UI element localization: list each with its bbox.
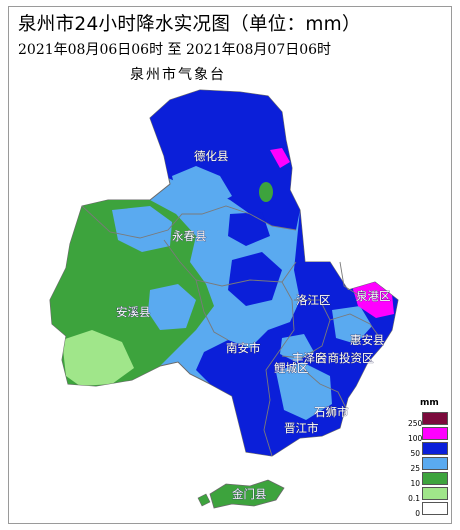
legend-label: 10 [410, 479, 420, 488]
label-taishang: 台商投资区 [316, 351, 374, 365]
legend-unit: mm [420, 398, 439, 408]
legend-swatch [422, 502, 448, 515]
label-licheng: 鲤城区 [274, 361, 309, 375]
label-dehua: 德化县 [194, 149, 229, 163]
zone-heavy-east [196, 210, 398, 456]
label-huian: 惠安县 [350, 333, 385, 347]
jinmen-island [209, 479, 285, 509]
legend-swatch [422, 442, 448, 455]
map-title: 泉州市24小时降水实况图（单位：mm） [18, 14, 361, 35]
legend-label: 250 [408, 419, 423, 428]
label-jinmen: 金门县 [232, 487, 267, 501]
legend-label: 100 [408, 434, 423, 443]
zone-moderate-huian [332, 306, 372, 344]
legend-label: 25 [410, 464, 420, 473]
zone-heavy-yongchun [228, 212, 270, 246]
issuer: 泉州市气象台 [130, 67, 226, 83]
zone-light-southwest [62, 330, 134, 386]
label-nanan: 南安市 [226, 341, 261, 355]
label-shishi: 石狮市 [314, 405, 349, 419]
zone-moderate-jinjiang [276, 362, 332, 420]
label-fengze: 丰泽区 [292, 351, 327, 365]
legend-swatch [422, 457, 448, 470]
label-anxi: 安溪县 [116, 305, 151, 319]
zone-moderate-dehua [172, 166, 232, 206]
label-jinjiang: 晋江市 [284, 421, 319, 435]
county-boundaries [81, 205, 381, 457]
legend-swatch [422, 487, 448, 500]
legend-swatch [422, 412, 448, 425]
zone-moderate-licheng [280, 334, 314, 362]
zone-moderate-anxi [148, 284, 196, 330]
zone-green-dehua [259, 182, 273, 202]
label-yongchun: 永春县 [172, 229, 207, 243]
zone-heavy-center [228, 252, 282, 306]
legend-swatch [422, 472, 448, 485]
label-quangang: 泉港区 [356, 289, 391, 303]
legend-label: 50 [410, 449, 420, 458]
zone-moderate-yongchun [112, 206, 172, 252]
jinmen-islet [197, 493, 211, 507]
zone-extreme-dehua [270, 148, 290, 168]
place-labels: 德化县 永春县 安溪县 南安市 洛江区 泉港区 惠安县 丰泽区 台商投资区 鲤城… [116, 149, 391, 502]
label-luojiang: 洛江区 [296, 293, 331, 307]
zone-extreme-quangang [352, 280, 394, 318]
time-period: 2021年08月06日06时 至 2021年08月07日06时 [18, 42, 332, 58]
rainfall-legend: mm 250 100 50 25 10 0.1 0 [408, 398, 448, 520]
legend-swatch [422, 427, 448, 440]
legend-label: 0.1 [408, 494, 420, 503]
legend-label: 0 [415, 509, 420, 518]
